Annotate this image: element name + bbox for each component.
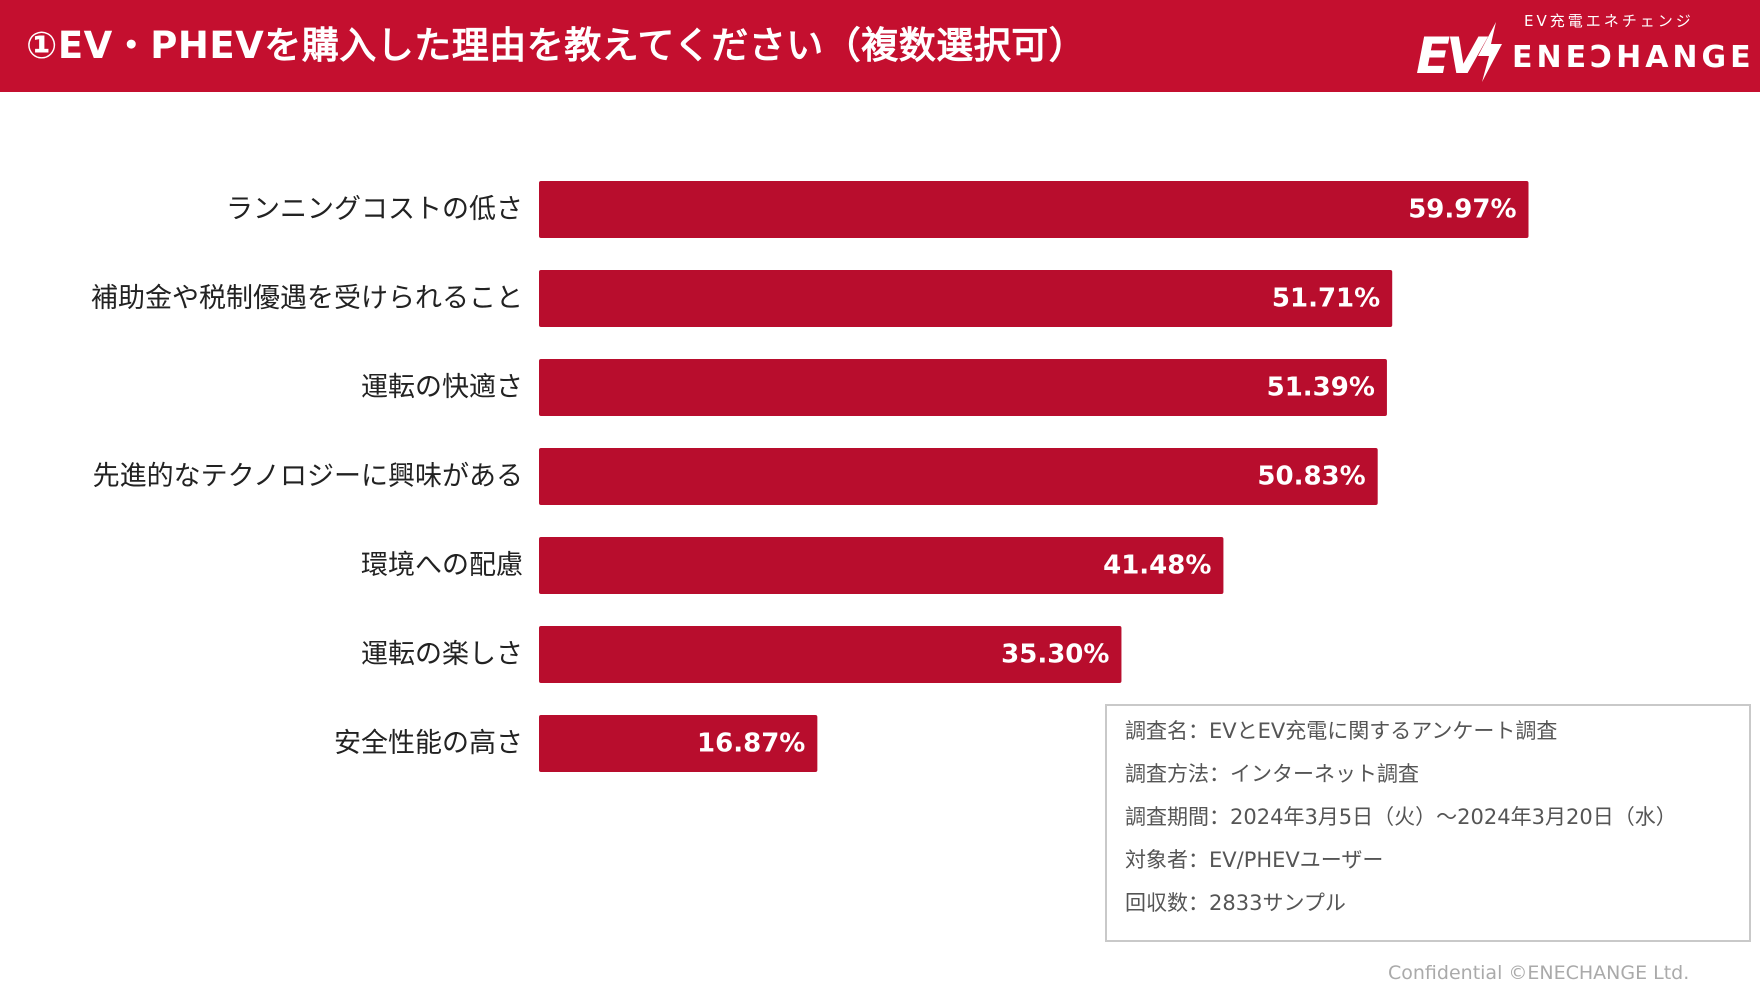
confidential-footer: Confidential ©ENECHANGE Ltd. — [1388, 962, 1690, 984]
bar-1 — [539, 270, 1393, 327]
header-bar: ①EV・PHEVを購入した理由を教えてください（複数選択可） EV EV充電エネ… — [0, 0, 1760, 92]
value-label-6: 16.87% — [697, 729, 805, 759]
value-label-4: 41.48% — [1103, 551, 1211, 581]
survey-sample-count: 回収数：2833サンプル — [1125, 891, 1346, 915]
value-label-3: 50.83% — [1257, 462, 1365, 492]
value-label-2: 51.39% — [1267, 373, 1375, 403]
bar-5 — [539, 626, 1122, 683]
survey-period: 調査期間：2024年3月5日（火）〜2024年3月20日（水） — [1125, 805, 1677, 829]
category-label-5: 運転の楽しさ — [361, 639, 523, 670]
survey-method: 調査方法：インターネット調査 — [1125, 762, 1419, 786]
logo-subtitle: EV充電エネチェンジ — [1524, 12, 1694, 30]
bar-2 — [539, 359, 1387, 416]
category-label-1: 補助金や税制優遇を受けられること — [91, 283, 523, 314]
survey-target: 対象者：EV/PHEVユーザー — [1125, 848, 1384, 872]
category-label-3: 先進的なテクノロジーに興味がある — [93, 461, 523, 492]
value-label-0: 59.97% — [1408, 195, 1516, 225]
page-title: ①EV・PHEVを購入した理由を教えてください（複数選択可） — [26, 24, 1087, 67]
survey-info-box: 調査名：EVとEV充電に関するアンケート調査 調査方法：インターネット調査 調査… — [1105, 704, 1751, 942]
category-label-4: 環境への配慮 — [361, 550, 523, 581]
bar-0 — [539, 181, 1529, 238]
lightning-bolt-icon — [1478, 22, 1502, 82]
category-label-0: ランニングコストの低さ — [226, 194, 523, 225]
enechange-logo: EV EV充電エネチェンジ ENEƆHANGE — [1412, 8, 1751, 85]
category-label-2: 運転の快適さ — [361, 372, 523, 403]
value-label-5: 35.30% — [1001, 640, 1109, 670]
bar-4 — [539, 537, 1224, 594]
logo-wordmark: ENEƆHANGE — [1512, 40, 1755, 75]
logo-ev-mark: EV — [1416, 27, 1485, 85]
bar-3 — [539, 448, 1378, 505]
bar-chart: ランニングコストの低さ 59.97% 補助金や税制優遇を受けられること 51.71% 運… — [91, 181, 1529, 772]
bar-6 — [539, 715, 818, 772]
category-label-6: 安全性能の高さ — [334, 728, 523, 759]
value-label-1: 51.71% — [1272, 284, 1380, 314]
survey-name: 調査名：EVとEV充電に関するアンケート調査 — [1125, 719, 1558, 743]
